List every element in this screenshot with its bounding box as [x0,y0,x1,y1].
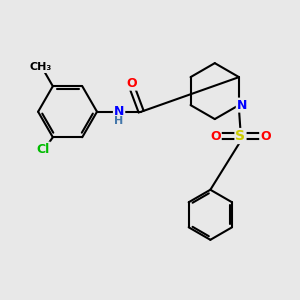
Text: H: H [115,116,124,126]
Text: CH₃: CH₃ [29,62,51,72]
Text: O: O [210,130,221,142]
Text: O: O [126,77,137,90]
Text: S: S [236,129,245,143]
Text: O: O [260,130,271,142]
Text: N: N [114,105,124,118]
Text: Cl: Cl [37,142,50,156]
Text: N: N [237,99,247,112]
